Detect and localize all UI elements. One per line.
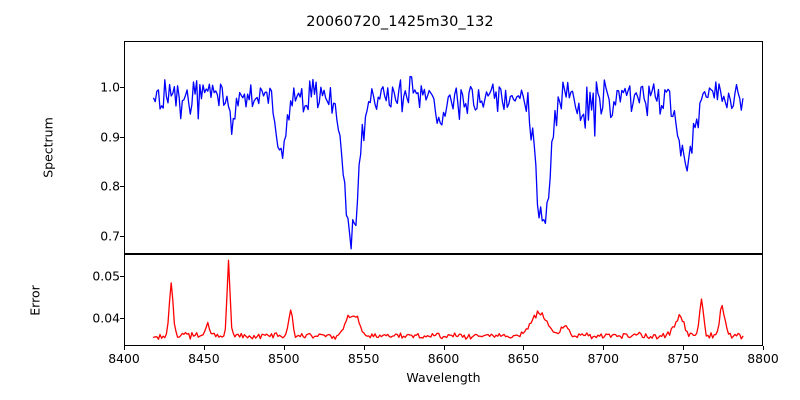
error-y-tick-labels: 0.04 0.05	[74, 254, 124, 346]
spectrum-y-tick-labels: 0.7 0.8 0.9 1.0	[74, 41, 124, 254]
x-tick-label: 8700	[587, 351, 620, 366]
y-tick-label: 0.8	[100, 178, 120, 194]
x-tick-label: 8450	[188, 351, 220, 366]
x-tick-label: 8650	[507, 351, 540, 366]
error-plot-area	[124, 254, 763, 346]
spectrum-y-axis-label: Spectrum	[40, 117, 56, 178]
figure-title: 20060720_1425m30_132	[306, 14, 494, 30]
x-tick-label: 8600	[427, 351, 460, 366]
y-tick-label: 0.05	[92, 268, 120, 284]
x-tick-marks	[124, 346, 764, 351]
y-tick-label: 0.9	[100, 129, 120, 145]
x-tick-label: 8500	[267, 351, 300, 366]
x-tick-labels: 8400 8450 8500 8550 8600 8650 8700 8750 8800	[108, 347, 779, 367]
y-tick-label: 0.7	[100, 228, 120, 244]
y-tick-label: 0.04	[92, 310, 120, 326]
error-y-axis-label: Error	[27, 285, 43, 316]
y-tick-label: 1.0	[100, 79, 120, 95]
x-tick-label: 8750	[667, 351, 699, 366]
x-axis-label: Wavelength	[406, 370, 481, 385]
x-tick-label: 8550	[347, 351, 380, 366]
spectrum-line-series	[125, 42, 762, 253]
x-tick-label: 8400	[108, 351, 140, 366]
spectrum-plot-area	[124, 41, 763, 254]
x-tick-label: 8800	[747, 351, 779, 366]
error-line-series	[125, 255, 762, 345]
